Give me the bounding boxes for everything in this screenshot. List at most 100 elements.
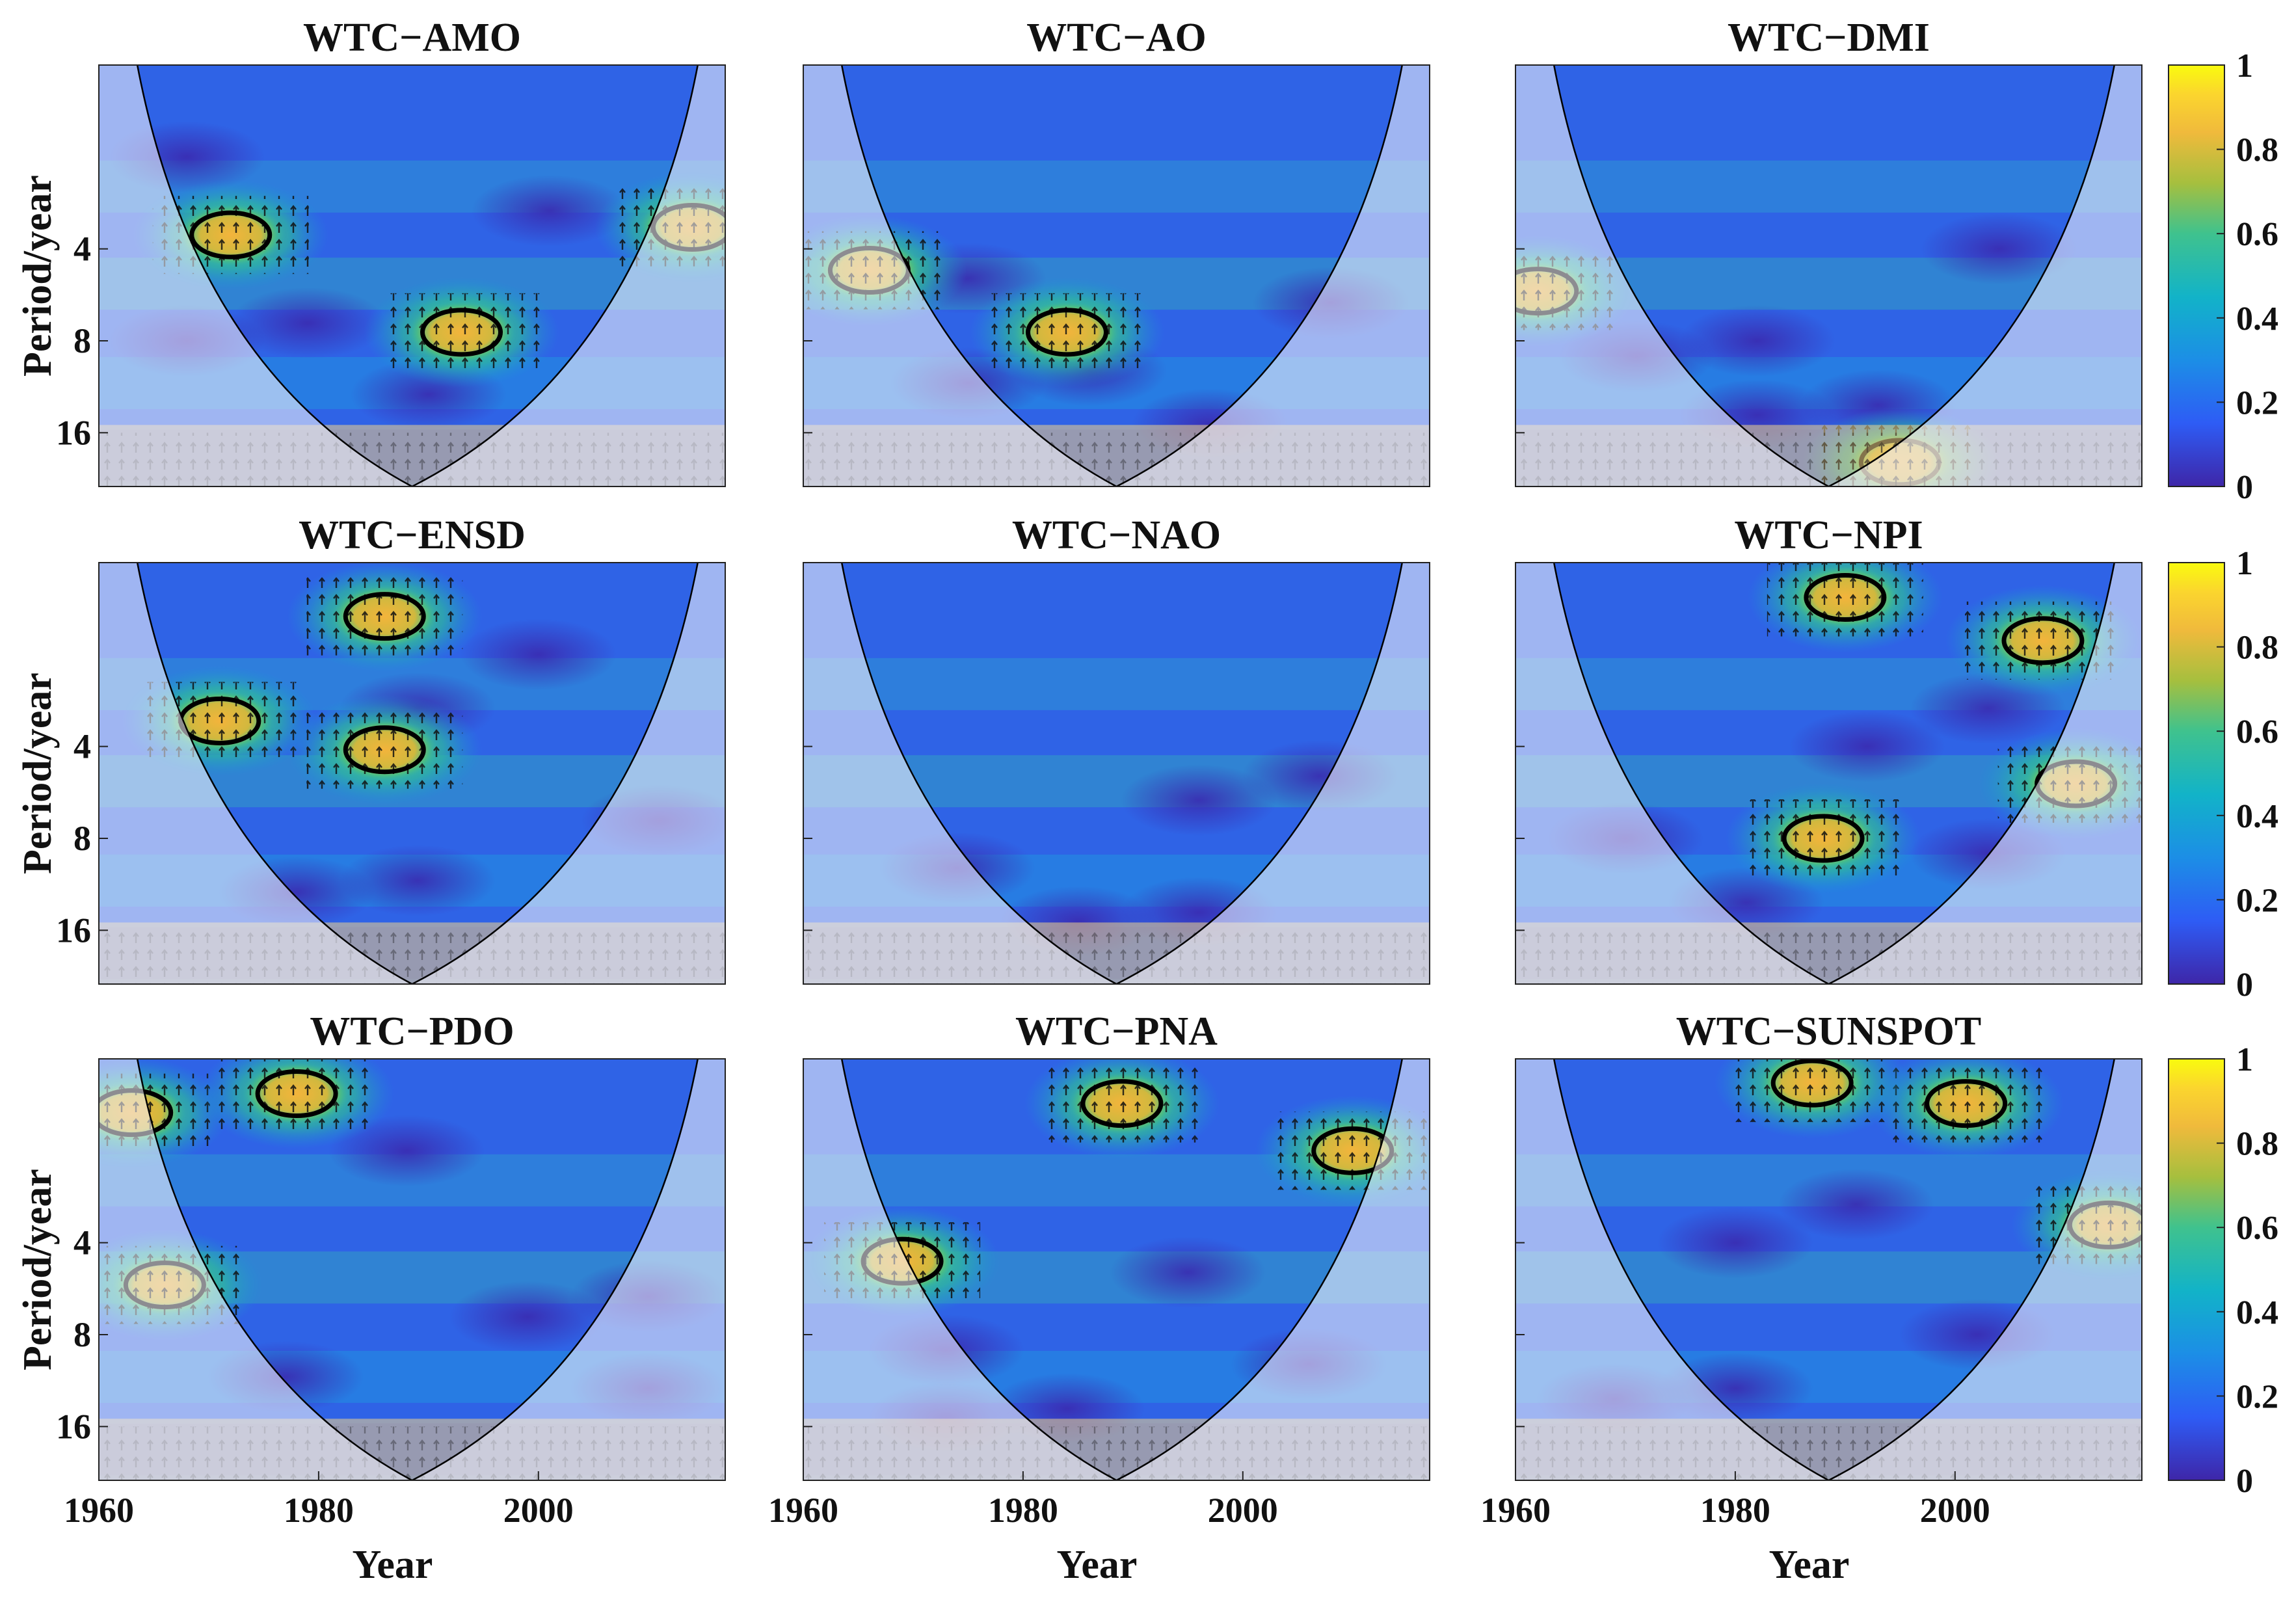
panel-frame [1515, 64, 2142, 487]
low-coherence-region [230, 287, 386, 359]
significance-contour [1804, 572, 1887, 622]
colorbar-tick-label: 0.4 [2236, 1294, 2278, 1331]
x-tick-label: 2000 [503, 1491, 574, 1530]
cone-of-influence-mask [99, 1059, 725, 1480]
panel-plot-area [1515, 1059, 2142, 1480]
y-tick-label: 4 [73, 727, 91, 766]
x-tick-label: 1960 [1480, 1491, 1551, 1530]
panel-title: WTC−DMI [1728, 16, 1930, 60]
panel-title: WTC−NAO [1012, 513, 1221, 557]
panel-plot-area [803, 563, 1430, 984]
low-coherence-region [460, 619, 617, 691]
colorbar-tick-label: 0.8 [2236, 630, 2278, 667]
y-tick-label: 4 [73, 1223, 91, 1262]
low-coherence-region [1110, 1236, 1266, 1309]
panel-8 [1515, 1058, 2225, 1481]
colorbar-tick-label: 0 [2236, 1463, 2253, 1500]
low-coherence-region [1921, 213, 2077, 285]
panel-plot-area [1515, 65, 2142, 487]
y-axis-label: Period/year [16, 1169, 60, 1370]
phase-arrows [306, 710, 463, 789]
x-axis-label: Year [1769, 1543, 1850, 1587]
x-tick-label: 1960 [768, 1491, 838, 1530]
cone-of-influence-mask [99, 65, 725, 487]
colorbar-tick-label: 0.4 [2236, 798, 2278, 835]
panel-title: WTC−PNA [1015, 1009, 1218, 1054]
panel-frame [803, 64, 1430, 487]
phase-arrows [1888, 1064, 2044, 1143]
x-tick-label: 1960 [64, 1491, 134, 1530]
panel-title: WTC−AO [1026, 16, 1206, 60]
panel-2 [1515, 64, 2225, 487]
low-coherence-region [339, 844, 496, 916]
panel-5 [1515, 562, 2225, 985]
panel-1 [803, 64, 1430, 487]
phase-arrows [1767, 563, 1923, 637]
panel-title: WTC−AMO [303, 16, 521, 60]
coherence-band [1515, 160, 2142, 213]
panel-frame [1515, 1058, 2142, 1481]
panel-title: WTC−PDO [310, 1009, 514, 1054]
phase-arrows [383, 293, 540, 371]
phase-arrows [989, 293, 1145, 371]
phase-arrows [1043, 1064, 1200, 1143]
panel-title: WTC−NPI [1734, 513, 1923, 557]
x-axis-label: Year [353, 1543, 433, 1587]
x-axis-label: Year [1057, 1543, 1138, 1587]
significance-contour [420, 308, 503, 357]
significance-contour [255, 1069, 338, 1118]
y-axis-label: Period/year [16, 175, 60, 377]
low-coherence-region [1121, 764, 1277, 836]
cone-of-influence-mask [803, 1059, 1430, 1480]
y-tick-label: 8 [73, 819, 91, 858]
colorbar-tick-label: 1 [2236, 47, 2253, 85]
cone-of-influence-mask [803, 563, 1430, 984]
significance-contour [2001, 616, 2085, 665]
cone-of-influence-mask [803, 65, 1430, 487]
phase-arrows [219, 1059, 375, 1133]
panel-4 [803, 562, 1430, 985]
y-tick-label: 16 [56, 1407, 91, 1446]
colorbar [2168, 562, 2225, 985]
colorbar-tick-label: 1 [2236, 545, 2253, 582]
x-tick-label: 2000 [1208, 1491, 1278, 1530]
panel-plot-area [99, 1059, 725, 1480]
panel-0 [98, 64, 726, 487]
cone-of-influence-mask [1515, 1059, 2142, 1480]
panel-plot-area [99, 563, 725, 984]
phase-arrows [1745, 799, 1902, 877]
panel-3 [98, 562, 726, 985]
x-tick-label: 1980 [1700, 1491, 1770, 1530]
low-coherence-region [1657, 1206, 1813, 1279]
colorbar-tick-label: 0.6 [2236, 1210, 2278, 1247]
colorbar-tick-label: 0.2 [2236, 882, 2278, 919]
x-tick-label: 1980 [988, 1491, 1058, 1530]
panel-frame [98, 64, 726, 487]
panel-frame [803, 562, 1430, 985]
significance-contour [343, 725, 426, 775]
y-tick-label: 4 [73, 230, 91, 269]
cone-of-influence-mask [99, 563, 725, 984]
panel-plot-area [1515, 563, 2142, 984]
low-coherence-region [1679, 304, 1835, 377]
cone-of-influence-mask [1515, 563, 2142, 984]
colorbar-tick-label: 0.8 [2236, 1126, 2278, 1163]
significance-contour [1080, 1079, 1164, 1128]
panel-7 [803, 1058, 1430, 1481]
y-tick-label: 8 [73, 321, 91, 360]
significance-contour [1925, 1079, 2008, 1128]
colorbar-tick-label: 0.2 [2236, 384, 2278, 421]
panel-6 [98, 1058, 726, 1481]
significance-contour [1782, 814, 1865, 863]
panel-frame [803, 1058, 1430, 1481]
y-axis-label: Period/year [16, 673, 60, 874]
colorbar [2168, 1058, 2225, 1481]
x-tick-label: 1980 [284, 1491, 354, 1530]
panel-title: WTC−SUNSPOT [1676, 1009, 1981, 1054]
colorbar-tick-label: 0.8 [2236, 132, 2278, 169]
colorbar-tick-label: 0.4 [2236, 300, 2278, 338]
panel-title: WTC−ENSD [299, 513, 526, 557]
low-coherence-region [1778, 1169, 1934, 1241]
y-tick-label: 16 [56, 911, 91, 950]
